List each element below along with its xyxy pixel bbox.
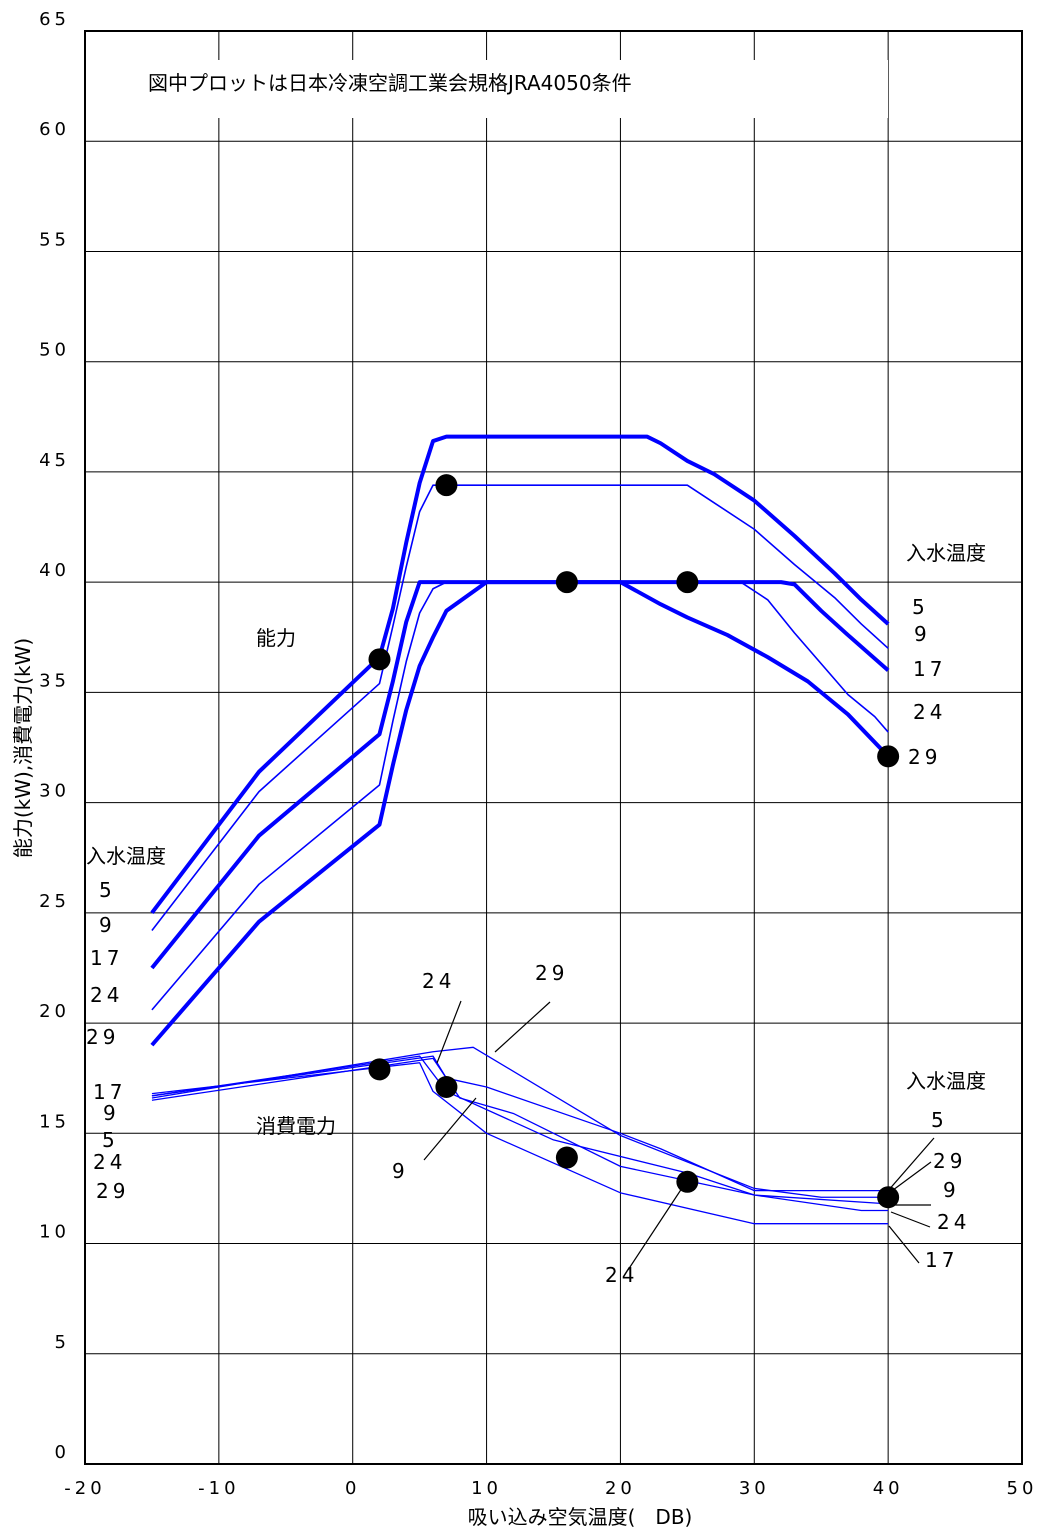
right-cap-label: 5 [912,595,929,619]
right-cap-label: 9 [914,622,931,646]
x-tick-label: 20 [605,1478,636,1499]
callout-lines [423,1000,935,1271]
power-line [151,1046,889,1198]
y-tick-label: 20 [39,1001,70,1022]
power-callout-29-top: 29 [535,961,568,985]
x-tick-label: -20 [64,1478,105,1499]
data-point-marker [435,474,458,497]
right-power-label: 5 [931,1108,948,1132]
capacity-line [151,581,889,1011]
x-tick-label: 0 [345,1478,360,1499]
capacity-line [150,580,890,970]
x-tick-label: 30 [739,1478,770,1499]
y-tick-label: 65 [39,9,70,30]
data-point-marker [676,1170,699,1193]
plot-frame [84,30,1023,1465]
left-cap-label: 5 [99,878,116,902]
power-callout-24-bottom: 24 [605,1263,638,1287]
left-cap-label: 17 [90,946,123,970]
power-line [151,1055,889,1192]
x-tick-label: 10 [471,1478,502,1499]
right-cap-label: 29 [908,745,941,769]
y-tick-label: 25 [39,891,70,912]
data-point-marker [676,571,699,594]
data-point-marker [555,571,578,594]
water-temp-label-right-capacity: 入水温度 [906,541,986,565]
right-cap-label: 24 [913,700,946,724]
y-tick-label: 55 [39,229,70,250]
y-tick-label: 30 [39,781,70,802]
x-axis-label: 吸い込み空気温度( DB) [468,1505,693,1529]
markers-group [368,474,900,1209]
data-point-marker [368,1058,391,1081]
y-tick-label: 35 [39,670,70,691]
water-temp-label-left: 入水温度 [86,844,166,868]
capacity-line [151,484,889,931]
chart-title: 図中プロットは日本冷凍空調工業会規格JRA4050条件 [148,71,632,95]
left-cap-label: 9 [99,913,116,937]
y-tick-label: 40 [39,560,70,581]
right-power-label: 24 [937,1210,970,1234]
data-point-marker [877,1186,900,1209]
left-cap-label: 24 [90,983,123,1007]
x-tick-label: -10 [198,1478,239,1499]
capacity-label: 能力 [256,626,296,650]
power-label: 消費電力 [256,1114,336,1138]
x-tick-label: 40 [873,1478,904,1499]
y-axis-label: 能力(kW),消費電力(kW) [11,638,35,858]
y-tick-label: 0 [55,1442,70,1463]
title-box [90,60,888,118]
y-tick-label: 5 [55,1332,70,1353]
data-point-marker [877,745,900,768]
y-tick-label: 45 [39,450,70,471]
left-power-label: 29 [96,1179,129,1203]
right-cap-label: 17 [913,657,946,681]
data-point-marker [435,1076,458,1099]
left-power-label: 24 [93,1150,126,1174]
y-tick-label: 60 [39,119,70,140]
right-power-label: 17 [925,1248,958,1272]
left-power-label: 5 [102,1128,119,1152]
x-tick-label: 50 [1007,1478,1038,1499]
capacity-line [150,580,890,1047]
left-cap-label: 29 [86,1025,119,1049]
data-point-marker [555,1146,578,1169]
y-tick-label: 15 [39,1111,70,1132]
water-temp-label-right-power: 入水温度 [906,1069,986,1093]
power-line [151,1055,889,1212]
power-callout-9: 9 [392,1159,409,1183]
series-group [150,434,890,1225]
left-power-label: 9 [103,1101,120,1125]
ticks-group: -20 -10 0 10 20 30 40 5005101520253035404550556… [39,9,1038,1499]
right-power-label: 9 [943,1178,960,1202]
power-callout-24-top: 24 [422,969,455,993]
data-point-marker [368,648,391,671]
capacity-line [150,434,890,915]
y-tick-label: 50 [39,340,70,361]
y-tick-label: 10 [39,1222,70,1243]
left-power-label: 17 [93,1080,126,1104]
power-line [151,1062,889,1225]
right-power-label: 29 [933,1149,966,1173]
